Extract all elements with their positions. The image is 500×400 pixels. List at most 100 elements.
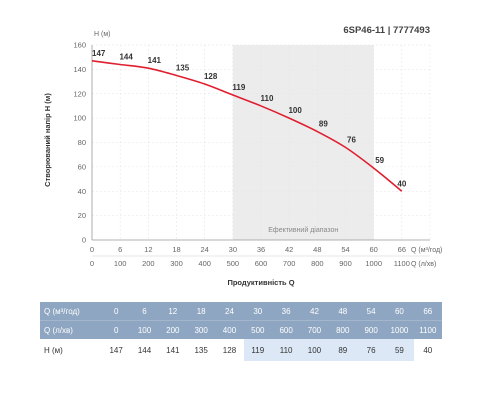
- data-label: 144: [119, 53, 133, 62]
- y-tick-label: 60: [78, 162, 86, 171]
- x-tick-label-m3: 36: [257, 245, 265, 254]
- x-tick-label-m3: 54: [341, 245, 349, 254]
- row-header-q-m3: Q (м³/год): [40, 302, 102, 321]
- cell-head: 76: [356, 339, 386, 361]
- data-label: 141: [148, 56, 162, 65]
- y-tick-label: 160: [73, 41, 86, 50]
- data-label: 40: [397, 179, 406, 188]
- cell-q-m3: 60: [385, 302, 414, 321]
- cell-head: 141: [166, 345, 180, 355]
- chart-grid: [92, 44, 431, 240]
- x-tick-label-l: 1100: [394, 259, 410, 268]
- cell-head: 40: [423, 345, 433, 355]
- cell-q-l: 600: [279, 325, 293, 335]
- cell-head: 128: [222, 345, 237, 355]
- cell-head: 110: [271, 339, 301, 361]
- x-tick-label-m3: 42: [285, 245, 293, 254]
- cell-head: 144: [137, 345, 152, 355]
- cell-q-l: 800: [336, 325, 350, 335]
- x-tick-label-l: 0: [90, 259, 94, 268]
- y-tick-label: 80: [78, 138, 86, 147]
- table-row-q-l: Q (л/хв) 0 100 200 300 400 500 600 700 800 900 100…: [40, 320, 442, 339]
- cell-q-m3: 30: [243, 302, 272, 321]
- cell-q-m3: 36: [271, 302, 301, 321]
- row-header-q-l: Q (л/хв): [44, 325, 73, 335]
- y-tick-label: 140: [73, 65, 86, 74]
- x-tick-label-l: 1000: [365, 259, 382, 268]
- x-tick-label-l: 800: [311, 259, 324, 268]
- x-tick-label-l: 600: [255, 259, 268, 268]
- data-label: 76: [347, 135, 356, 144]
- cell-q-l: 900: [364, 325, 378, 335]
- data-label: 147: [92, 49, 106, 58]
- cell-q-l: 500: [251, 325, 265, 335]
- y-tick-label: 20: [78, 211, 86, 220]
- efficient-range-label: Ефективний діапазон: [268, 226, 338, 234]
- y-tick-label: 100: [73, 114, 86, 123]
- x-tick-label-m3: 30: [229, 245, 237, 254]
- x-tick-label-l: 700: [283, 259, 296, 268]
- y-axis-unit: Н (м): [94, 31, 110, 38]
- y-tick-label: 0: [82, 236, 86, 245]
- x-tick-label-m3: 48: [313, 245, 321, 254]
- x-tick-label-l: 400: [198, 259, 211, 268]
- x-tick-label-m3: 6: [118, 245, 122, 254]
- row-header-head: Н (м): [44, 345, 63, 355]
- cell-q-m3: 24: [215, 302, 244, 321]
- y-tick-label: 120: [73, 89, 86, 98]
- x-axis-unit-m3: Q (м³/год): [411, 247, 442, 254]
- x-tick-label-l: 300: [170, 259, 183, 268]
- cell-q-l: 1000: [390, 325, 409, 335]
- chart-axes: [91, 45, 430, 257]
- cell-q-l: 300: [194, 325, 208, 335]
- cell-head: 135: [194, 345, 208, 355]
- table-row-q-m3: Q (м³/год) 0 6 12 18 24 30 36 42 48 54 60 66: [40, 302, 442, 321]
- x-tick-label-l: 500: [227, 259, 240, 268]
- pump-curve-chart: Ефективний діапазон 02040608010012014016…: [43, 25, 442, 287]
- cell-q-m3: 48: [328, 302, 357, 321]
- tick-labels: 0204060801001201401600061001220018300244…: [73, 41, 409, 269]
- data-label: 119: [232, 83, 245, 92]
- cell-q-m3: 18: [186, 302, 216, 321]
- cell-q-l: 0: [113, 325, 119, 335]
- x-tick-label-m3: 12: [144, 245, 152, 254]
- chart-title: 6SP46-11 | 7777493: [343, 25, 430, 36]
- y-tick-label: 40: [78, 187, 86, 196]
- x-tick-label-m3: 60: [369, 245, 377, 254]
- x-tick-label-m3: 18: [172, 245, 180, 254]
- cell-q-l: 400: [222, 325, 237, 335]
- data-label: 110: [261, 94, 274, 103]
- point-labels: 147 144 141 135 128 119 110 100 89 76 59 40: [92, 49, 407, 188]
- head-curve-line: [91, 60, 403, 192]
- cell-q-l: 700: [307, 325, 322, 335]
- cell-q-m3: 12: [158, 302, 187, 321]
- x-tick-label-l: 200: [142, 259, 155, 268]
- table-row-head: Н (м) 147 144 141 135 128 119 110 100 89 76 59 40: [40, 339, 442, 361]
- x-axis-unit-l: Q (л/хв): [411, 261, 436, 268]
- pump-data-table: Q (м³/год) 0 6 12 18 24 30 36 42 48 54 60 66 Q (л/х…: [40, 302, 442, 361]
- cell-q-l: 200: [166, 325, 180, 335]
- x-tick-label-m3: 66: [398, 245, 406, 254]
- x-tick-label-m3: 0: [90, 245, 94, 254]
- cell-q-m3: 0: [102, 302, 131, 321]
- cell-q-l: 1100: [419, 325, 437, 335]
- cell-head: 89: [328, 339, 357, 361]
- x-tick-label-m3: 24: [200, 245, 208, 254]
- cell-q-m3: 66: [413, 302, 442, 321]
- x-tick-label-l: 900: [339, 259, 352, 268]
- cell-head: 100: [300, 339, 329, 361]
- data-label: 59: [375, 156, 384, 165]
- cell-head: 147: [109, 345, 123, 355]
- data-label: 89: [319, 120, 328, 129]
- data-label: 128: [204, 72, 218, 81]
- x-tick-label-l: 100: [114, 259, 127, 268]
- data-label: 100: [288, 106, 302, 115]
- data-label: 135: [176, 63, 190, 72]
- cell-q-l: 100: [137, 325, 152, 335]
- cell-q-m3: 54: [356, 302, 386, 321]
- cell-head: 119: [243, 339, 272, 361]
- x-axis-label: Продуктивність Q: [227, 278, 294, 287]
- cell-q-m3: 6: [130, 302, 159, 321]
- y-axis-label: Створюваний напір Н (м): [43, 93, 52, 187]
- cell-q-m3: 42: [300, 302, 329, 321]
